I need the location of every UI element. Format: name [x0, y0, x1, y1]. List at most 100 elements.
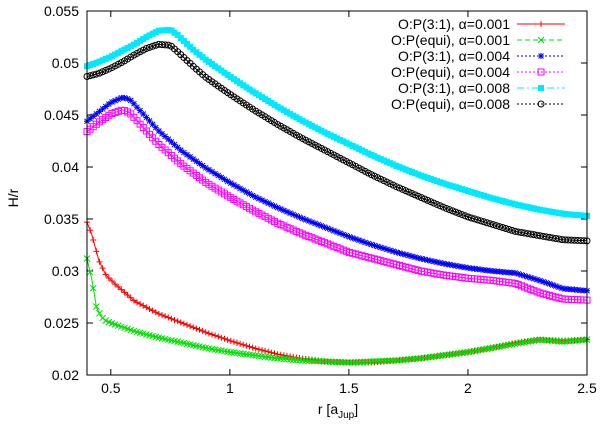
series-marker: [427, 198, 435, 206]
series-3: [84, 94, 590, 294]
series-marker: [146, 43, 153, 51]
series-marker: [490, 268, 497, 275]
series-marker: [262, 96, 269, 103]
series-marker: [562, 285, 569, 292]
series-marker: [184, 40, 190, 47]
series-marker: [243, 342, 250, 349]
series-marker: [577, 212, 584, 219]
series-marker: [109, 53, 115, 60]
series-marker: [396, 184, 403, 192]
series-marker: [580, 287, 587, 294]
series-marker: [171, 316, 178, 323]
series-marker: [193, 158, 200, 165]
series-marker: [215, 65, 222, 72]
series-marker: [377, 244, 384, 251]
series-marker: [577, 287, 584, 294]
series-marker: [518, 271, 525, 278]
series-marker: [455, 263, 462, 270]
series-marker: [321, 129, 328, 136]
series-marker: [565, 286, 572, 293]
legend-label: O:P(equi), α=0.004: [391, 64, 510, 80]
series-marker: [355, 358, 363, 366]
series-marker: [202, 329, 209, 336]
series-marker: [221, 335, 228, 342]
series-marker: [143, 34, 150, 41]
series-marker: [187, 153, 194, 160]
legend-marker: [538, 85, 544, 91]
series-marker: [140, 111, 147, 118]
series-marker: [99, 105, 106, 112]
series-marker: [424, 196, 432, 204]
series-marker: [137, 107, 144, 114]
series-marker: [362, 239, 369, 246]
series-marker: [368, 151, 375, 158]
series-marker: [452, 208, 460, 216]
series-marker: [118, 286, 125, 293]
series-marker: [534, 206, 540, 213]
series-marker: [180, 149, 187, 156]
series-marker: [371, 153, 378, 160]
series-marker: [187, 323, 194, 330]
series-marker: [268, 99, 275, 106]
series-marker: [387, 247, 394, 254]
series-marker: [142, 45, 150, 53]
series-marker: [405, 252, 412, 259]
series-marker: [492, 222, 500, 230]
series-marker: [212, 170, 219, 177]
series-marker: [355, 145, 362, 152]
series-marker: [318, 357, 325, 365]
series-marker: [396, 250, 403, 257]
series-marker: [409, 169, 415, 176]
series-marker: [374, 357, 381, 365]
series-marker: [209, 61, 215, 68]
series-marker: [461, 212, 469, 220]
series-marker: [296, 116, 303, 123]
series-marker: [417, 194, 425, 202]
series-marker: [134, 299, 140, 306]
series-marker: [127, 97, 134, 104]
series-marker: [430, 199, 438, 207]
series-marker: [115, 96, 122, 103]
series-marker: [484, 193, 490, 200]
series-marker: [287, 210, 294, 217]
series-marker: [524, 204, 531, 211]
series-marker: [349, 234, 356, 241]
series-marker: [96, 69, 103, 77]
series-marker: [299, 117, 306, 124]
series-marker: [252, 90, 259, 97]
series-marker: [190, 46, 197, 53]
legend-label: O:P(equi), α=0.001: [391, 32, 510, 48]
series-marker: [474, 190, 481, 197]
x-tick-label: 0.5: [101, 380, 121, 396]
series-marker: [493, 268, 500, 275]
series-marker: [121, 289, 128, 296]
series-6: [83, 40, 591, 245]
series-marker: [324, 130, 331, 137]
series-marker: [477, 266, 484, 273]
series-marker: [221, 69, 228, 76]
series-marker: [527, 274, 534, 281]
series-marker: [246, 86, 253, 93]
series-marker: [405, 167, 412, 174]
series-marker: [396, 164, 403, 171]
series-marker: [274, 204, 281, 211]
series-marker: [509, 200, 515, 207]
series-marker: [505, 225, 513, 233]
series-marker: [149, 307, 156, 314]
series-marker: [115, 49, 122, 56]
series-marker: [334, 229, 340, 235]
series-marker: [302, 216, 309, 223]
series-marker: [305, 357, 313, 365]
series-marker: [540, 207, 547, 214]
series-marker: [168, 27, 175, 34]
series-marker: [93, 248, 100, 255]
series-marker: [146, 117, 153, 124]
series-marker: [105, 54, 112, 61]
series-marker: [409, 253, 415, 260]
series-marker: [571, 211, 578, 218]
series-marker: [90, 237, 97, 244]
series-marker: [277, 105, 284, 112]
series-marker: [436, 202, 444, 210]
series-marker: [280, 107, 287, 114]
